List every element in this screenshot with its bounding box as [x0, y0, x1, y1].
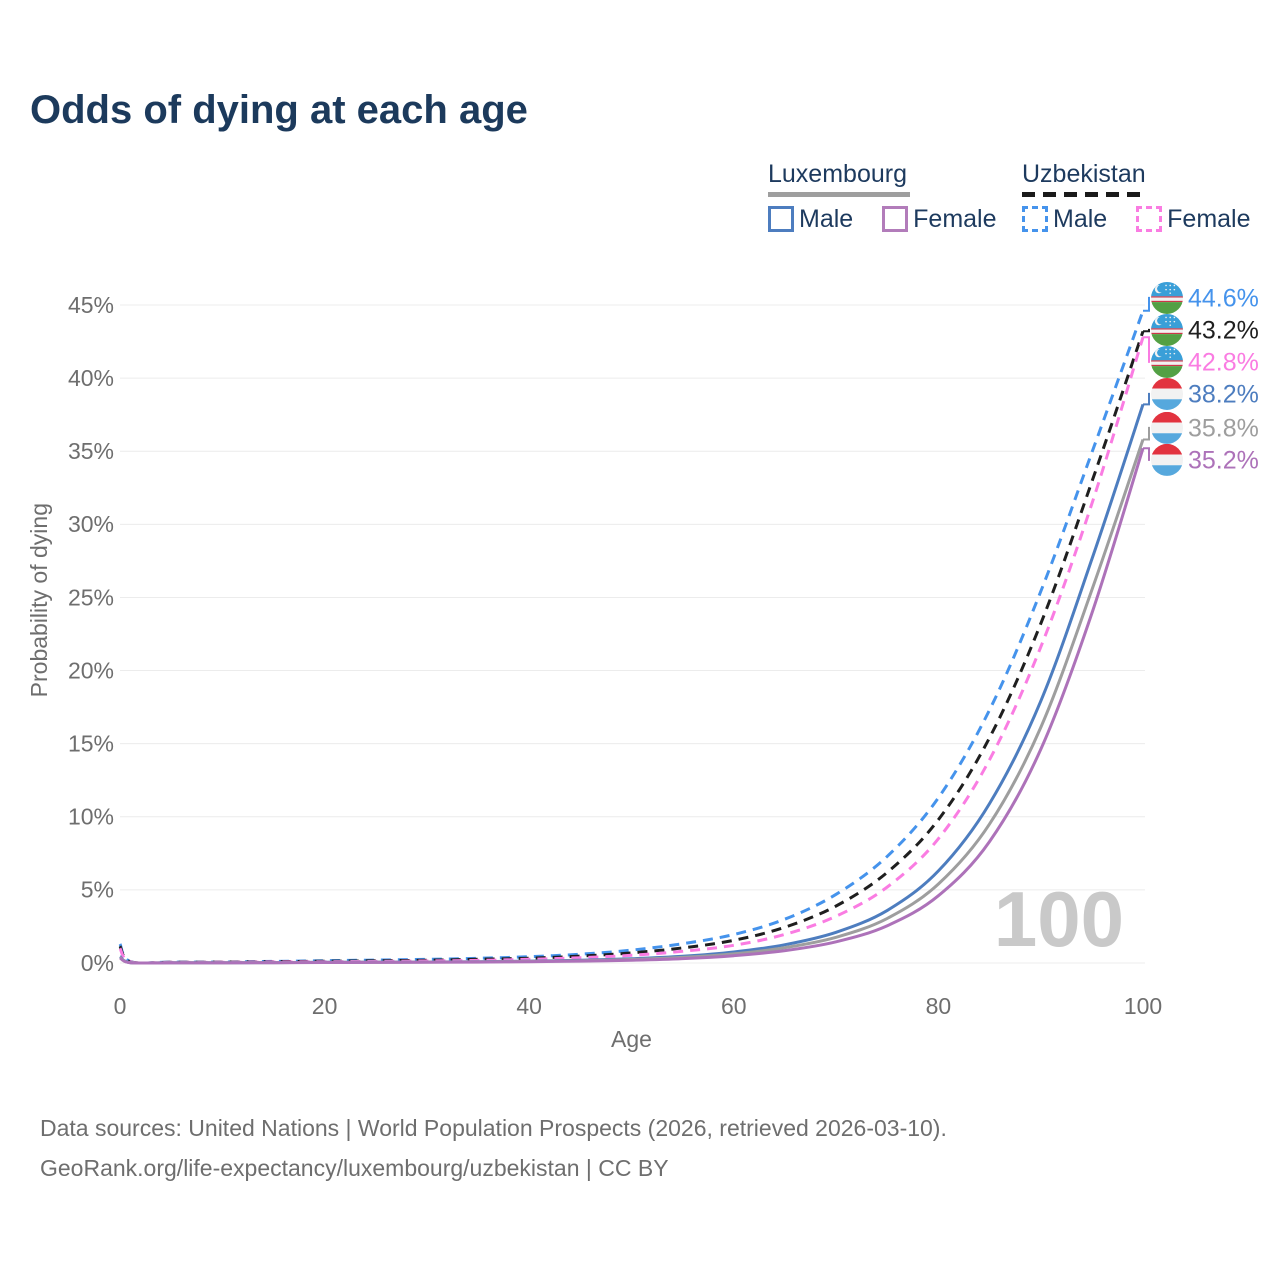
x-tick-label: 80 [926, 993, 952, 1019]
legend-item-uzbekistan-male[interactable]: Male [1022, 205, 1107, 234]
end-label-connector [1143, 447, 1150, 461]
footer-attribution: GeoRank.org/life-expectancy/luxembourg/u… [40, 1155, 669, 1181]
legend-group-title-uzbekistan: Uzbekistan [1022, 160, 1146, 188]
series-line-uzbekistan-female[interactable] [118, 336, 1145, 965]
x-tick-label: 100 [1124, 993, 1162, 1019]
uzbekistan-female-swatch-icon [1136, 206, 1163, 233]
series-line-luxembourg-male[interactable] [119, 403, 1145, 965]
y-tick-label: 15% [68, 730, 114, 756]
series-line-luxembourg-female[interactable] [119, 447, 1145, 965]
legend-item-luxembourg-male[interactable]: Male [768, 205, 853, 234]
end-label-connector [1143, 336, 1150, 363]
series-line-luxembourg-both[interactable] [119, 439, 1145, 965]
footer-data-sources: Data sources: United Nations | World Pop… [40, 1115, 947, 1141]
legend-item-luxembourg-female[interactable]: Female [882, 204, 997, 234]
end-value-label-luxembourg-male: 38.2% [1188, 381, 1259, 409]
end-label-connector [1143, 296, 1150, 312]
y-tick-label: 35% [68, 438, 114, 464]
uzbekistan-flag-icon [1151, 345, 1183, 378]
uzbekistan-flag-icon [1151, 313, 1183, 346]
x-tick-label: 20 [312, 993, 338, 1019]
footer: Data sources: United Nations | World Pop… [40, 1108, 947, 1188]
luxembourg-male-swatch-icon [768, 206, 794, 233]
luxembourg-line-swatch [768, 191, 910, 197]
end-label-connector [1143, 426, 1150, 441]
uzbekistan-line-swatch [1022, 191, 1148, 197]
uzbekistan-flag-icon [1151, 281, 1183, 314]
age-watermark: 100 [993, 875, 1125, 963]
legend-item-label: Male [799, 204, 854, 233]
y-tick-label: 40% [68, 365, 114, 391]
x-tick-label: 60 [721, 993, 747, 1019]
legend-group-luxembourg: Luxembourg Male Female [768, 160, 997, 239]
end-value-label-uzbekistan-male: 44.6% [1188, 285, 1259, 313]
series-line-uzbekistan-both[interactable] [118, 330, 1145, 965]
end-label-connector [1143, 392, 1150, 406]
legend-item-label: Female [913, 204, 997, 233]
legend-group-uzbekistan: Uzbekistan Male Female [1022, 160, 1251, 239]
legend-item-uzbekistan-female[interactable]: Female [1136, 204, 1251, 234]
luxembourg-flag-icon [1151, 377, 1183, 410]
y-tick-label: 45% [68, 292, 114, 318]
y-tick-label: 5% [81, 877, 114, 903]
series-line-uzbekistan-male[interactable] [118, 310, 1145, 965]
luxembourg-female-swatch-icon [882, 206, 909, 233]
legend-group-title-luxembourg: Luxembourg [768, 160, 907, 188]
end-value-label-uzbekistan-female: 42.8% [1188, 349, 1259, 377]
end-value-label-luxembourg-female: 35.2% [1188, 447, 1259, 475]
y-tick-label: 10% [68, 804, 114, 830]
uzbekistan-male-swatch-icon [1022, 206, 1048, 233]
end-value-label-uzbekistan-both: 43.2% [1188, 317, 1259, 345]
x-tick-label: 0 [114, 993, 127, 1019]
luxembourg-flag-icon [1151, 443, 1183, 476]
y-tick-label: 20% [68, 657, 114, 683]
y-tick-label: 0% [81, 950, 114, 976]
page-title: Odds of dying at each age [30, 88, 528, 132]
end-label-connector [1143, 328, 1150, 333]
legend-item-label: Female [1167, 204, 1251, 233]
x-axis-title: Age [611, 1026, 652, 1052]
end-value-label-luxembourg-both: 35.8% [1188, 415, 1259, 443]
luxembourg-flag-icon [1151, 411, 1183, 444]
legend-item-label: Male [1053, 204, 1108, 233]
x-tick-label: 40 [516, 993, 542, 1019]
y-tick-label: 30% [68, 511, 114, 537]
y-tick-label: 25% [68, 584, 114, 610]
